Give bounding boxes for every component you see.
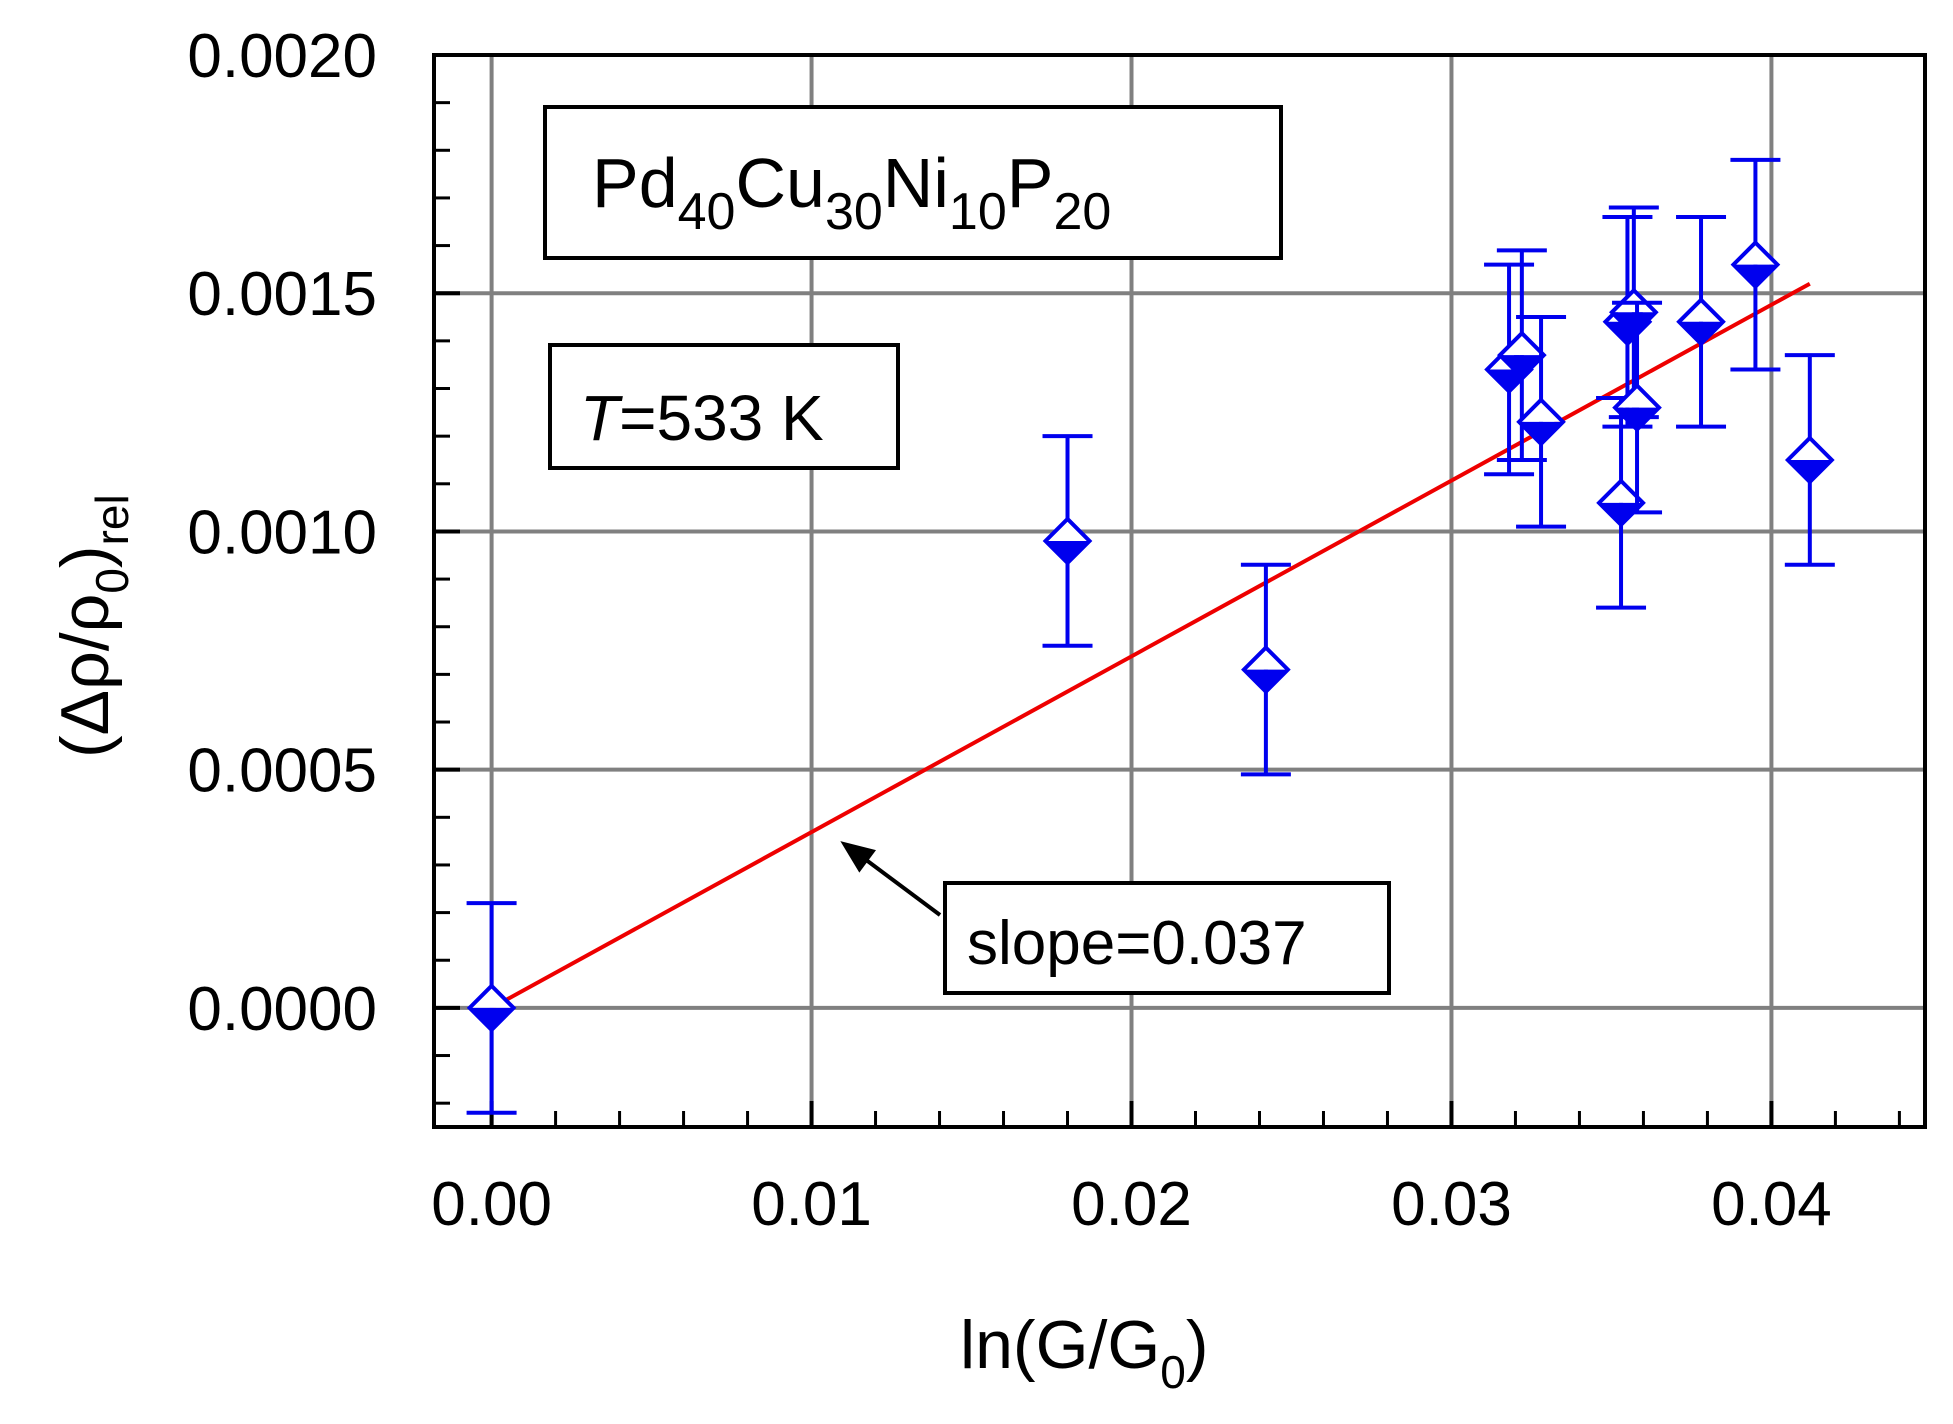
marker-outline	[1612, 382, 1662, 433]
marker-bottom-half	[1499, 355, 1544, 378]
x-axis-title: ln(G/G0)	[960, 1307, 1209, 1398]
fit-line	[490, 281, 1811, 1010]
slope-label: slope=0.037	[967, 909, 1307, 978]
x-tick-label: 0.00	[431, 1170, 552, 1239]
marker-bottom-half	[1045, 540, 1090, 563]
temperature-value: =533 K	[619, 382, 824, 454]
marker-outline	[1516, 397, 1566, 447]
marker-top-half	[469, 985, 514, 1008]
data-point	[1042, 434, 1093, 648]
marker-bottom-half	[1733, 264, 1778, 287]
y-tick-label: 0.0010	[187, 498, 377, 567]
marker-top-half	[1243, 647, 1288, 670]
plot-frame	[432, 53, 1927, 1129]
data-point	[1730, 157, 1781, 372]
marker-top-half	[1733, 242, 1778, 265]
marker-top-half	[1787, 437, 1832, 460]
formula-subscript: 10	[949, 183, 1007, 241]
data-point	[1608, 205, 1659, 420]
data-point	[466, 901, 517, 1115]
marker-bottom-half	[1679, 321, 1724, 344]
marker-top-half	[1599, 480, 1644, 503]
axis-ticks	[434, 53, 1901, 1127]
formula-element: Cu	[735, 144, 824, 222]
x-tick-label: 0.03	[1391, 1170, 1512, 1239]
marker-bottom-half	[1243, 669, 1288, 692]
marker-bottom-half	[1615, 407, 1660, 430]
formula-subscript: 20	[1053, 183, 1111, 241]
data-point	[1784, 353, 1835, 567]
marker-top-half	[1519, 399, 1564, 422]
marker-bottom-half	[1611, 312, 1656, 335]
data-point	[1240, 562, 1291, 777]
data-point	[1516, 315, 1567, 529]
temperature-box	[548, 343, 900, 470]
x-tick-label: 0.04	[1711, 1170, 1832, 1239]
marker-outline	[1730, 239, 1781, 290]
marker-bottom-half	[469, 1007, 514, 1030]
formula-subscript: 40	[678, 183, 736, 241]
formula-element: Pd	[592, 144, 678, 222]
marker-bottom-half	[1519, 421, 1564, 444]
data-point	[1676, 214, 1727, 429]
y-tick-label: 0.0005	[187, 737, 377, 806]
marker-top-half	[1045, 518, 1090, 541]
fit-line-group	[490, 281, 1811, 1010]
arrow-head	[840, 841, 876, 873]
temperature-label: T=533 K	[580, 382, 824, 454]
marker-outline	[1241, 644, 1291, 695]
material-box	[543, 105, 1283, 260]
slope-arrow	[840, 841, 942, 917]
formula-element: P	[1007, 144, 1054, 222]
marker-outline	[1497, 330, 1547, 380]
marker-outline	[1609, 287, 1659, 338]
x-tick-label: 0.02	[1071, 1170, 1192, 1239]
x-tick-label: 0.01	[751, 1170, 872, 1239]
marker-bottom-half	[1787, 459, 1832, 482]
data-point	[1596, 396, 1647, 610]
y-tick-label: 0.0020	[187, 22, 377, 91]
slope-box	[943, 881, 1391, 995]
data-points	[466, 157, 1835, 1115]
arrow-shaft	[853, 849, 942, 917]
y-axis-title: (Δρ/ρ0)rel	[47, 494, 138, 758]
formula-element: Ni	[883, 144, 949, 222]
material-label: Pd40Cu30Ni10P20	[592, 144, 1111, 241]
temperature-symbol: T	[580, 382, 623, 454]
formula-subscript: 30	[825, 183, 883, 241]
marker-outline	[1676, 296, 1726, 347]
marker-top-half	[1499, 333, 1544, 356]
marker-outline	[1042, 516, 1093, 566]
y-tick-label: 0.0000	[187, 975, 377, 1044]
marker-top-half	[1615, 385, 1660, 408]
marker-top-half	[1679, 299, 1724, 322]
marker-outline	[1784, 435, 1835, 485]
y-tick-label: 0.0015	[187, 260, 377, 329]
data-point	[1612, 300, 1663, 515]
marker-outline	[466, 983, 517, 1033]
